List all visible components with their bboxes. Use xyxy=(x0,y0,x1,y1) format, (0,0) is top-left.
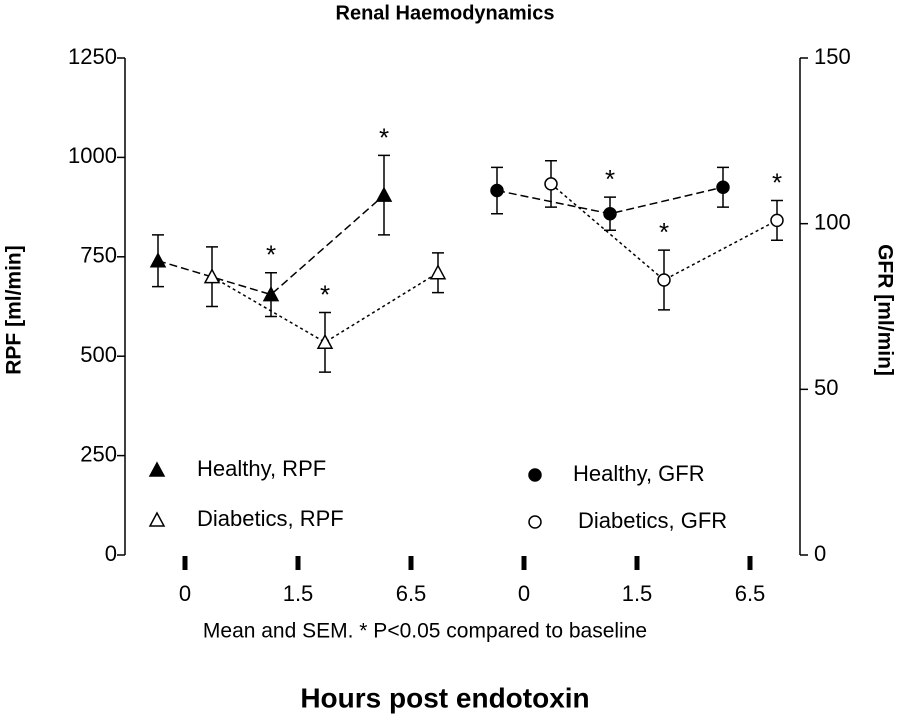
data-point xyxy=(316,333,334,350)
significance-label: * xyxy=(772,167,782,197)
y-tick-label: 250 xyxy=(80,441,117,466)
data-point xyxy=(716,180,730,194)
legend-marker xyxy=(528,515,542,529)
data-point xyxy=(603,206,617,221)
data-point xyxy=(770,213,784,228)
y-axis-label: RPF [ml/min] xyxy=(3,245,26,375)
y-tick-label: 750 xyxy=(80,243,117,268)
data-point xyxy=(544,177,558,191)
y-tick-label: 0 xyxy=(105,541,117,566)
series-line xyxy=(157,194,385,296)
significance-label: * xyxy=(659,217,669,247)
data-point xyxy=(429,264,447,280)
data-point xyxy=(203,268,221,284)
x-tick-label: 1.5 xyxy=(283,581,314,606)
significance-label: * xyxy=(379,122,389,152)
y-tick-label: 1250 xyxy=(68,44,117,69)
x-tick-label: 0 xyxy=(179,581,191,606)
y2-tick-label: 100 xyxy=(814,209,851,234)
x-tick-label: 1.5 xyxy=(622,581,653,606)
x-tick-label: 6.5 xyxy=(735,581,766,606)
significance-label: * xyxy=(320,279,330,309)
data-point xyxy=(490,183,504,198)
significance-label: * xyxy=(266,240,276,270)
series-line xyxy=(211,272,439,344)
x-tick-label: 0 xyxy=(518,581,530,606)
y2-tick-label: 0 xyxy=(814,541,826,566)
legend-marker xyxy=(148,461,166,477)
legend-label: Diabetics, RPF xyxy=(197,506,344,531)
chart-title: Renal Haemodynamics xyxy=(336,2,555,24)
legend-label: Diabetics, GFR xyxy=(578,508,727,533)
significance-label: * xyxy=(605,164,615,194)
y-tick-label: 500 xyxy=(80,342,117,367)
data-point xyxy=(262,285,280,302)
y-tick-label: 1000 xyxy=(68,143,117,168)
y2-tick-label: 150 xyxy=(814,44,851,69)
x-axis-label: Hours post endotoxin xyxy=(300,682,589,713)
legend-label: Healthy, RPF xyxy=(197,456,326,481)
data-point xyxy=(149,252,167,268)
x-tick-label: 6.5 xyxy=(396,581,427,606)
legend-label: Healthy, GFR xyxy=(573,461,705,486)
series-line xyxy=(550,183,778,281)
note: Mean and SEM. * P<0.05 compared to basel… xyxy=(203,620,647,643)
y2-tick-label: 50 xyxy=(814,375,838,400)
legend-marker xyxy=(528,468,542,482)
y2-axis-label: GFR [ml/min] xyxy=(873,244,896,376)
data-point xyxy=(375,186,393,202)
data-point xyxy=(657,273,671,287)
legend-marker xyxy=(148,511,166,527)
